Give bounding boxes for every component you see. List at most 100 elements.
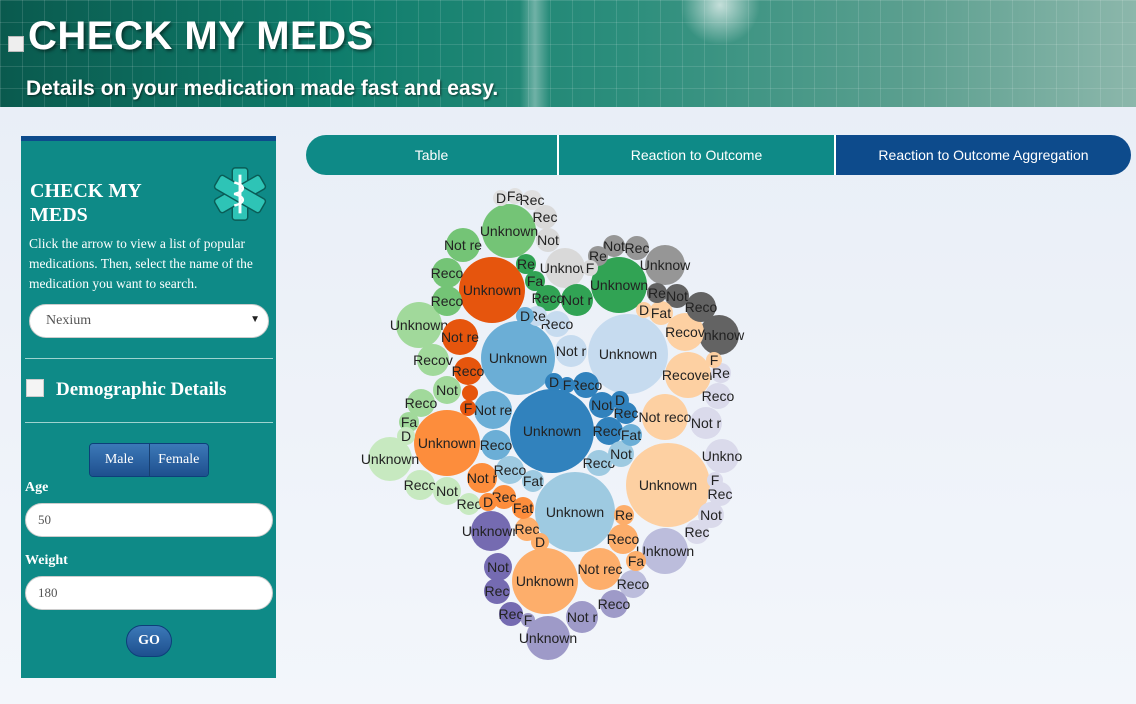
bubble-circle[interactable]: [507, 188, 523, 204]
bubble[interactable]: Reco: [702, 383, 735, 409]
bubble-circle[interactable]: [417, 344, 449, 376]
bubble[interactable]: Reco: [532, 285, 565, 311]
bubble[interactable]: Fa: [399, 412, 419, 432]
bubble[interactable]: Rec: [520, 190, 545, 210]
tab-table[interactable]: Table: [306, 135, 559, 175]
bubble[interactable]: Reco: [541, 311, 574, 337]
bubble-circle[interactable]: [711, 363, 731, 383]
bubble[interactable]: Reco: [570, 372, 603, 398]
bubble-circle[interactable]: [515, 517, 539, 541]
bubble-circle[interactable]: [611, 391, 629, 409]
bubble[interactable]: Not: [608, 441, 634, 467]
bubble-circle[interactable]: [432, 258, 462, 288]
bubble-circle[interactable]: [481, 321, 555, 395]
bubble-circle[interactable]: [467, 463, 497, 493]
bubble[interactable]: Fat: [620, 424, 642, 446]
bubble[interactable]: Rec: [685, 520, 710, 544]
bubble[interactable]: Not: [433, 477, 461, 505]
bubble-circle[interactable]: [499, 602, 523, 626]
bubble[interactable]: Rec: [625, 236, 650, 260]
bubble-circle[interactable]: [706, 352, 722, 368]
bubble-circle[interactable]: [460, 400, 476, 416]
bubble-circle[interactable]: [698, 502, 724, 528]
tab-reaction-to-outcome[interactable]: Reaction to Outcome: [559, 135, 836, 175]
female-button[interactable]: Female: [149, 444, 208, 476]
bubble[interactable]: Not: [433, 376, 461, 404]
bubble-circle[interactable]: [645, 245, 685, 285]
bubble-circle[interactable]: [458, 493, 480, 515]
bubble-circle[interactable]: [481, 430, 511, 460]
bubble[interactable]: F: [521, 612, 535, 628]
bubble-circle[interactable]: [442, 319, 478, 355]
bubble[interactable]: Reco: [431, 286, 464, 316]
bubble[interactable]: Fat: [649, 301, 673, 325]
bubble[interactable]: Not rec: [577, 548, 623, 590]
bubble[interactable]: Reco: [404, 470, 437, 500]
bubble-circle[interactable]: [555, 335, 587, 367]
bubble-circle[interactable]: [484, 553, 512, 581]
bubble-circle[interactable]: [484, 578, 510, 604]
bubble-circle[interactable]: [573, 372, 599, 398]
bubble-circle[interactable]: [459, 257, 525, 323]
bubble-circle[interactable]: [626, 551, 646, 571]
bubble[interactable]: Not re: [441, 319, 479, 355]
bubble-circle[interactable]: [649, 301, 673, 325]
bubble-circle[interactable]: [699, 315, 739, 355]
bubble-circle[interactable]: [582, 260, 598, 276]
bubble-circle[interactable]: [462, 385, 478, 401]
bubble-circle[interactable]: [626, 443, 710, 527]
bubble[interactable]: Rec: [484, 578, 510, 604]
bubble-circle[interactable]: [685, 520, 709, 544]
bubble-circle[interactable]: [625, 236, 649, 260]
bubble[interactable]: D: [516, 307, 534, 325]
bubble[interactable]: Re: [516, 254, 536, 274]
bubble-circle[interactable]: [686, 292, 716, 322]
bubble[interactable]: D: [479, 493, 497, 511]
bubble[interactable]: Unknown: [462, 511, 520, 551]
bubble[interactable]: Unkno: [702, 439, 743, 473]
bubble-circle[interactable]: [586, 450, 612, 476]
bubble[interactable]: Rec: [708, 482, 733, 506]
bubble-circle[interactable]: [595, 417, 623, 445]
bubble[interactable]: Not r: [467, 463, 498, 493]
bubble[interactable]: F: [707, 472, 723, 488]
bubble-circle[interactable]: [407, 389, 435, 417]
bubble-circle[interactable]: [454, 357, 482, 385]
bubble-circle[interactable]: [397, 427, 415, 445]
bubble-circle[interactable]: [636, 302, 652, 318]
bubble-circle[interactable]: [536, 228, 560, 252]
tab-reaction-to-outcome-aggregation[interactable]: Reaction to Outcome Aggregation: [836, 135, 1131, 175]
bubble-circle[interactable]: [516, 254, 536, 274]
bubble-circle[interactable]: [414, 410, 480, 476]
bubble[interactable]: [462, 385, 478, 401]
bubble-circle[interactable]: [608, 524, 638, 554]
bubble[interactable]: Re: [647, 283, 667, 303]
bubble[interactable]: D: [611, 391, 629, 409]
bubble[interactable]: Unknown: [636, 528, 694, 574]
bubble[interactable]: Rec: [533, 205, 558, 229]
bubble-circle[interactable]: [665, 284, 689, 308]
bubble[interactable]: Not: [603, 235, 625, 257]
bubble[interactable]: Not r: [566, 601, 598, 633]
bubble-circle[interactable]: [405, 470, 435, 500]
bubble-circle[interactable]: [433, 376, 461, 404]
bubble[interactable]: Recov: [413, 344, 453, 376]
bubble[interactable]: D: [493, 190, 509, 206]
bubble-circle[interactable]: [707, 472, 723, 488]
bubble-circle[interactable]: [600, 590, 628, 618]
bubble-circle[interactable]: [525, 271, 545, 291]
bubble-circle[interactable]: [690, 407, 722, 439]
bubble-circle[interactable]: [589, 392, 615, 418]
bubble-circle[interactable]: [482, 204, 536, 258]
bubble-circle[interactable]: [531, 533, 549, 551]
bubble[interactable]: Rec: [515, 517, 540, 541]
bubble-circle[interactable]: [516, 307, 534, 325]
bubble-circle[interactable]: [620, 424, 642, 446]
bubble-circle[interactable]: [561, 284, 593, 316]
bubble-circle[interactable]: [510, 389, 594, 473]
bubble-circle[interactable]: [545, 373, 563, 391]
bubble-circle[interactable]: [642, 528, 688, 574]
bubble[interactable]: Not re: [444, 228, 482, 262]
medication-select[interactable]: Nexium ▼: [29, 304, 269, 338]
bubble[interactable]: Unknow: [540, 248, 591, 288]
